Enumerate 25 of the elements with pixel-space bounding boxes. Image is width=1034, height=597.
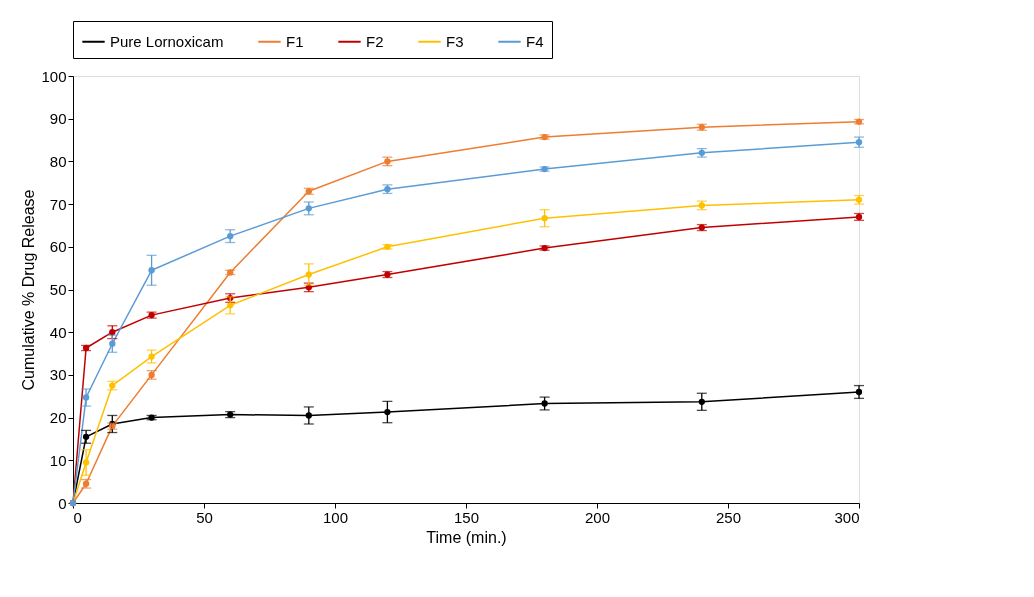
legend-label: Pure Lornoxicam (110, 32, 224, 50)
x-tick-label: 50 (196, 508, 213, 526)
y-tick-label: 50 (49, 281, 67, 298)
y-tick-label: 90 (49, 110, 67, 128)
x-tick-label: 300 (834, 508, 860, 526)
x-tick-label: 150 (453, 508, 480, 526)
x-tick-label: 200 (584, 508, 611, 526)
y-axis-title: Cumulative % Drug Release (20, 189, 38, 391)
legend-label: F4 (526, 32, 544, 50)
x-axis-title: Time (min.) (426, 528, 507, 546)
y-tick-label: 20 (49, 409, 67, 427)
legend-label: F1 (286, 32, 304, 50)
y-tick-label: 100 (41, 67, 67, 85)
y-tick-label: 80 (49, 152, 67, 170)
legend-label: F3 (446, 32, 464, 50)
y-tick-label: 10 (49, 451, 67, 469)
legend-label: F2 (366, 32, 384, 50)
x-tick-label: 250 (715, 508, 742, 526)
y-tick-label: 60 (49, 238, 67, 256)
y-tick-label: 0 (58, 494, 67, 512)
x-tick-label: 0 (73, 508, 82, 526)
y-tick-label: 40 (49, 323, 67, 341)
y-tick-label: 30 (49, 366, 67, 384)
y-tick-label: 70 (49, 195, 67, 213)
x-tick-label: 100 (322, 508, 349, 526)
